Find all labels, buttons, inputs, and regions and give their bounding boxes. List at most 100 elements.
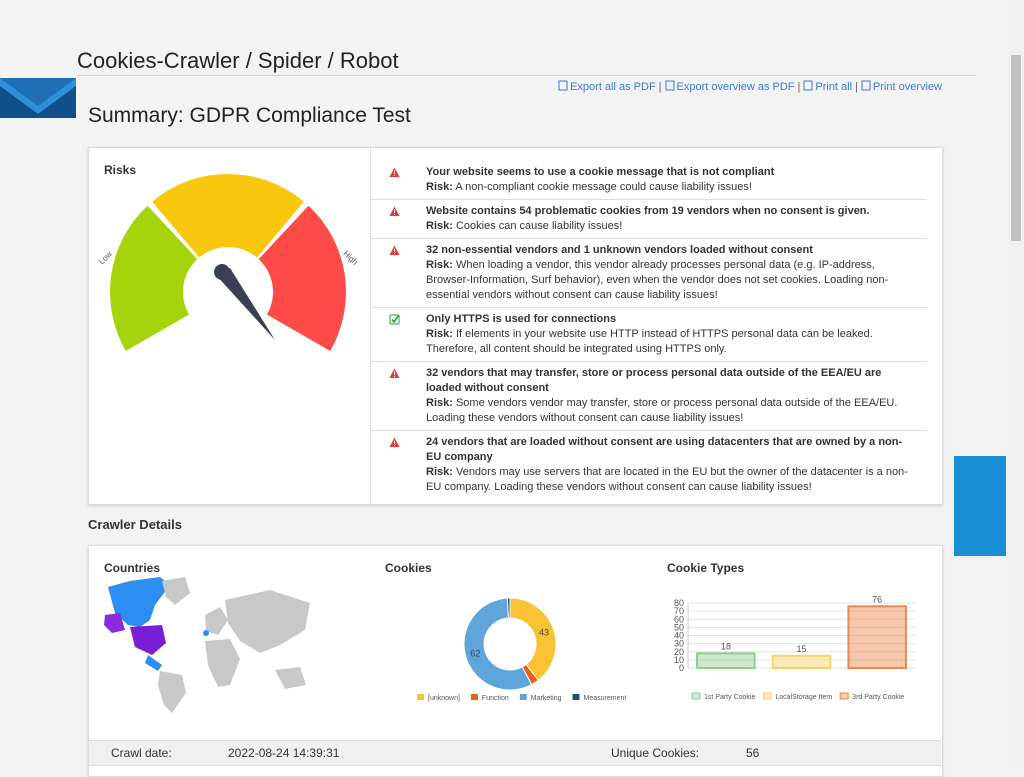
risk-icon	[389, 435, 426, 495]
map-usa	[130, 625, 166, 655]
status-icon	[389, 206, 400, 216]
warning-dot	[394, 253, 395, 254]
risk-description: A non-compliant cookie message could cau…	[455, 181, 752, 193]
warning-bang	[394, 170, 395, 174]
risk-title: Your website seems to use a cookie messa…	[426, 166, 775, 178]
map-africa	[205, 639, 240, 687]
export-link[interactable]: Print all	[803, 80, 852, 93]
risk-icon	[389, 243, 426, 303]
export-link[interactable]: Print overview	[861, 80, 942, 93]
y-tick-label: 80	[674, 598, 684, 608]
gauge-needle-hub	[214, 264, 230, 280]
link-text: Print overview	[872, 81, 942, 93]
gauge-sector	[109, 205, 198, 351]
legend-label: [unknown]	[428, 695, 460, 702]
risk-item: 32 vendors that may transfer, store or p…	[371, 362, 927, 431]
gauge-label: Low	[97, 249, 114, 266]
donut-value-label: 43	[539, 627, 549, 637]
legend-swatch	[691, 692, 701, 700]
donut-slice	[506, 597, 511, 619]
risk-text: Only HTTPS is used for connections Risk: …	[426, 312, 927, 357]
risk-label: Risk:	[426, 466, 453, 478]
map-alaska	[104, 613, 125, 633]
link-icon-shape	[803, 80, 813, 91]
map-south-america	[158, 671, 186, 713]
status-icon	[389, 368, 400, 378]
risk-label: Risk:	[426, 397, 453, 409]
legend-label: Marketing	[531, 695, 562, 702]
risk-description: Vendors may use servers that are located…	[426, 466, 908, 493]
risk-title: 32 non-essential vendors and 1 unknown v…	[426, 244, 813, 256]
link-separator: |	[658, 81, 662, 93]
risk-item: Website contains 54 problematic cookies …	[371, 200, 927, 239]
legend-swatch	[762, 692, 772, 700]
gauge-needle	[215, 268, 275, 340]
risk-text: 32 vendors that may transfer, store or p…	[426, 366, 927, 426]
summary-title: Summary: GDPR Compliance Test	[88, 104, 411, 127]
status-icon	[389, 245, 400, 255]
warning-dot	[394, 445, 395, 446]
details-row: Crawl date: 2022-08-24 14:39:31 Unique C…	[89, 740, 941, 766]
risk-label: Risk:	[426, 328, 453, 340]
export-link[interactable]: Export overview as PDF	[665, 80, 795, 93]
bar	[696, 652, 756, 669]
warning-dot	[394, 214, 395, 215]
risk-label: Risk:	[426, 181, 453, 193]
risk-item: Only HTTPS is used for connections Risk: …	[371, 308, 927, 362]
check-mark	[391, 315, 399, 324]
risk-label: Risk:	[426, 259, 453, 271]
legend-label: 3rd Party Cookie	[852, 694, 904, 701]
gauge-label: High	[342, 249, 360, 267]
export-link[interactable]: Export all as PDF	[558, 80, 656, 93]
link-text: Export all as PDF	[570, 81, 656, 93]
crawler-title: Crawler Details	[88, 517, 182, 532]
risk-item: Your website seems to use a cookie messa…	[371, 161, 927, 200]
legend-label: LocalStorage Item	[775, 694, 832, 701]
risk-text: 24 vendors that are loaded without conse…	[426, 435, 927, 495]
warning-bang	[394, 209, 395, 213]
risk-text: Website contains 54 problematic cookies …	[426, 204, 927, 234]
donut-slice	[463, 597, 533, 691]
risk-text: Your website seems to use a cookie messa…	[426, 165, 927, 195]
legend-swatch	[519, 694, 527, 700]
risk-icon	[389, 204, 426, 234]
risk-icon	[389, 165, 426, 195]
warning-dot	[394, 175, 395, 176]
export-links: Export all as PDF | Export overview as PDF…	[558, 80, 942, 93]
scrollbar-thumb[interactable]	[1011, 55, 1021, 241]
map-europe	[205, 607, 228, 635]
status-icon	[389, 167, 400, 177]
map-north-america	[108, 577, 170, 627]
y-tick-label: 60	[674, 614, 684, 624]
link-text: Export overview as PDF	[676, 81, 795, 93]
risk-title: 32 vendors that may transfer, store or p…	[426, 367, 882, 394]
cookies-chart: 43 62 [unknown] Function Marketing Measuremen…	[417, 597, 626, 702]
legend-swatch	[417, 694, 424, 700]
map-central-america	[145, 655, 162, 671]
link-icon	[558, 80, 568, 91]
legend-swatch	[470, 694, 478, 700]
risks-divider	[370, 148, 371, 504]
y-tick-label: 40	[674, 631, 684, 641]
gauge-sector	[152, 174, 304, 258]
check-box	[389, 314, 400, 325]
status-icon	[389, 437, 400, 447]
map-asia	[225, 590, 310, 653]
link-separator: |	[855, 81, 858, 93]
scrollbar[interactable]	[1008, 0, 1024, 768]
logo-shape	[0, 78, 76, 118]
link-icon	[861, 80, 871, 91]
map-marker	[203, 630, 209, 636]
risk-title: 24 vendors that are loaded without conse…	[426, 436, 903, 463]
side-tab[interactable]	[954, 456, 1006, 556]
risk-title: Only HTTPS is used for connections	[426, 313, 617, 325]
risk-item: 24 vendors that are loaded without conse…	[371, 431, 927, 499]
bar	[771, 654, 832, 669]
link-icon-shape	[861, 80, 871, 91]
gauge-sector	[258, 205, 346, 351]
map-australia	[275, 667, 306, 689]
countries-title: Countries	[104, 561, 161, 575]
warning-bang	[394, 248, 395, 252]
bar-value-label: 15	[796, 644, 806, 654]
risk-description: If elements in your website use HTTP ins…	[426, 328, 873, 355]
